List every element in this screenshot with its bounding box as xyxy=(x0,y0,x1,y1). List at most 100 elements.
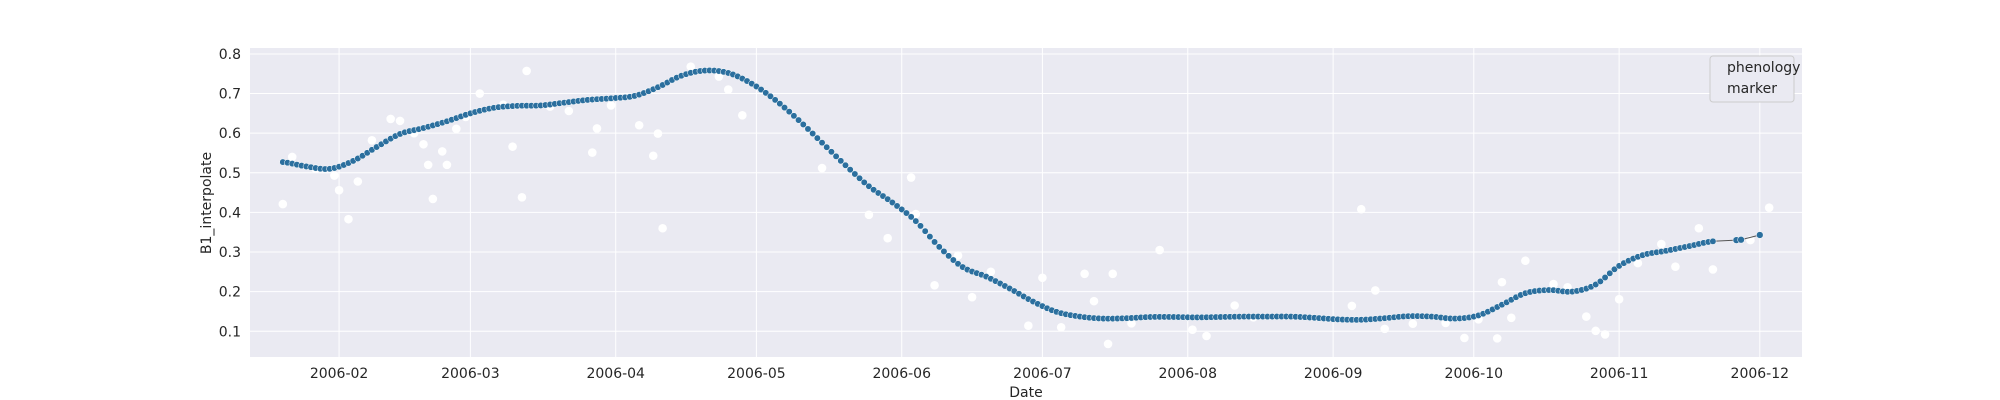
smoothed-point xyxy=(851,170,859,178)
observed-point xyxy=(1371,286,1380,295)
x-tick-label: 2006-07 xyxy=(1013,366,1072,382)
observed-point xyxy=(1230,301,1239,310)
smoothed-point xyxy=(926,233,934,241)
smoothed-point xyxy=(954,260,962,268)
smoothed-point xyxy=(865,182,873,190)
x-tick-label: 2006-03 xyxy=(441,366,500,382)
observed-point xyxy=(334,185,344,195)
observed-point xyxy=(1497,277,1507,287)
observed-point xyxy=(1764,203,1774,212)
observed-point xyxy=(522,66,531,76)
observed-point xyxy=(864,210,874,220)
observed-point xyxy=(606,101,616,110)
observed-point xyxy=(1591,326,1600,336)
y-tick-label: 0.1 xyxy=(219,324,241,340)
observed-point xyxy=(967,292,977,302)
observed-point xyxy=(723,85,733,94)
observed-point xyxy=(1408,319,1418,329)
x-tick-label: 2006-06 xyxy=(872,366,931,382)
legend-box xyxy=(1709,55,1795,103)
smoothed-point xyxy=(921,227,929,235)
smoothed-point xyxy=(949,256,957,264)
smoothed-point xyxy=(893,202,901,210)
observed-point xyxy=(395,116,405,126)
smoothed-point xyxy=(917,222,924,230)
smoothed-point xyxy=(818,139,826,147)
observed-point xyxy=(930,280,939,290)
smoothed-point xyxy=(823,143,831,151)
observed-point xyxy=(353,177,363,186)
observed-point xyxy=(1614,294,1624,304)
y-axis-label: B1_interpolate xyxy=(199,152,215,254)
observed-point xyxy=(442,160,452,170)
legend: phenology marker xyxy=(1709,55,1800,103)
smoothed-point xyxy=(1606,269,1614,277)
observed-point xyxy=(452,124,461,134)
observed-point xyxy=(287,152,297,162)
smoothed-point xyxy=(860,178,868,186)
observed-point xyxy=(1108,269,1118,279)
smoothed-point xyxy=(776,100,784,108)
smoothed-point xyxy=(762,89,770,97)
observed-point xyxy=(714,72,724,81)
smoothed-point xyxy=(790,112,798,120)
x-tick-label: 2006-02 xyxy=(310,366,369,382)
observed-point xyxy=(986,267,996,277)
observed-point xyxy=(592,124,602,133)
x-tick-labels: 2006-02 2006-03 2006-04 2006-05 2006-06 2006-… xyxy=(310,366,1789,382)
observed-point xyxy=(1024,321,1033,331)
x-tick-label: 2006-12 xyxy=(1731,366,1790,382)
smoothed-point xyxy=(767,92,774,100)
observed-point xyxy=(738,111,747,120)
observed-point xyxy=(634,120,644,130)
smoothed-point xyxy=(931,238,939,246)
x-tick-label: 2006-04 xyxy=(586,366,645,382)
observed-point xyxy=(1657,239,1666,249)
smoothed-point xyxy=(1610,265,1618,273)
observed-point xyxy=(686,62,696,71)
observed-point xyxy=(1127,319,1136,328)
observed-point xyxy=(428,194,438,204)
observed-point xyxy=(906,173,916,182)
observed-point xyxy=(653,129,663,138)
smoothed-point xyxy=(907,213,915,221)
observed-point xyxy=(1492,334,1502,343)
observed-point xyxy=(587,148,597,157)
y-tick-label: 0.5 xyxy=(219,166,241,182)
smoothed-point xyxy=(813,134,821,142)
observed-point xyxy=(517,193,527,202)
plot-background xyxy=(250,48,1802,357)
observed-point xyxy=(1089,296,1099,306)
observed-point xyxy=(1671,262,1680,271)
observed-point xyxy=(330,171,339,180)
smoothed-point xyxy=(804,125,812,133)
smoothed-point xyxy=(1596,277,1604,285)
smoothed-point xyxy=(898,205,906,213)
smoothed-point xyxy=(940,247,948,255)
x-tick-label: 2006-10 xyxy=(1445,366,1504,382)
observed-point xyxy=(1694,223,1704,233)
observed-point xyxy=(508,142,517,151)
observed-point xyxy=(1600,330,1610,339)
smoothed-point xyxy=(785,108,793,116)
x-tick-label: 2006-09 xyxy=(1304,366,1363,382)
smoothed-points xyxy=(279,66,1764,324)
observed-point xyxy=(475,89,485,98)
y-tick-label: 0.4 xyxy=(219,205,241,221)
smoothed-point xyxy=(888,199,896,206)
observed-point xyxy=(1380,324,1389,334)
smoothed-point xyxy=(945,252,953,260)
smoothed-point xyxy=(912,217,920,225)
smoothed-point xyxy=(771,96,779,104)
smoothed-point xyxy=(935,243,943,251)
observed-point xyxy=(1202,331,1211,341)
y-tick-label: 0.3 xyxy=(219,245,241,261)
observed-point xyxy=(1038,273,1047,283)
observed-point xyxy=(419,139,428,149)
observed-point xyxy=(1188,325,1197,334)
y-tick-label: 0.7 xyxy=(219,87,241,103)
observed-point xyxy=(1708,265,1718,274)
smoothed-point xyxy=(781,104,788,112)
observed-point xyxy=(1521,256,1530,266)
